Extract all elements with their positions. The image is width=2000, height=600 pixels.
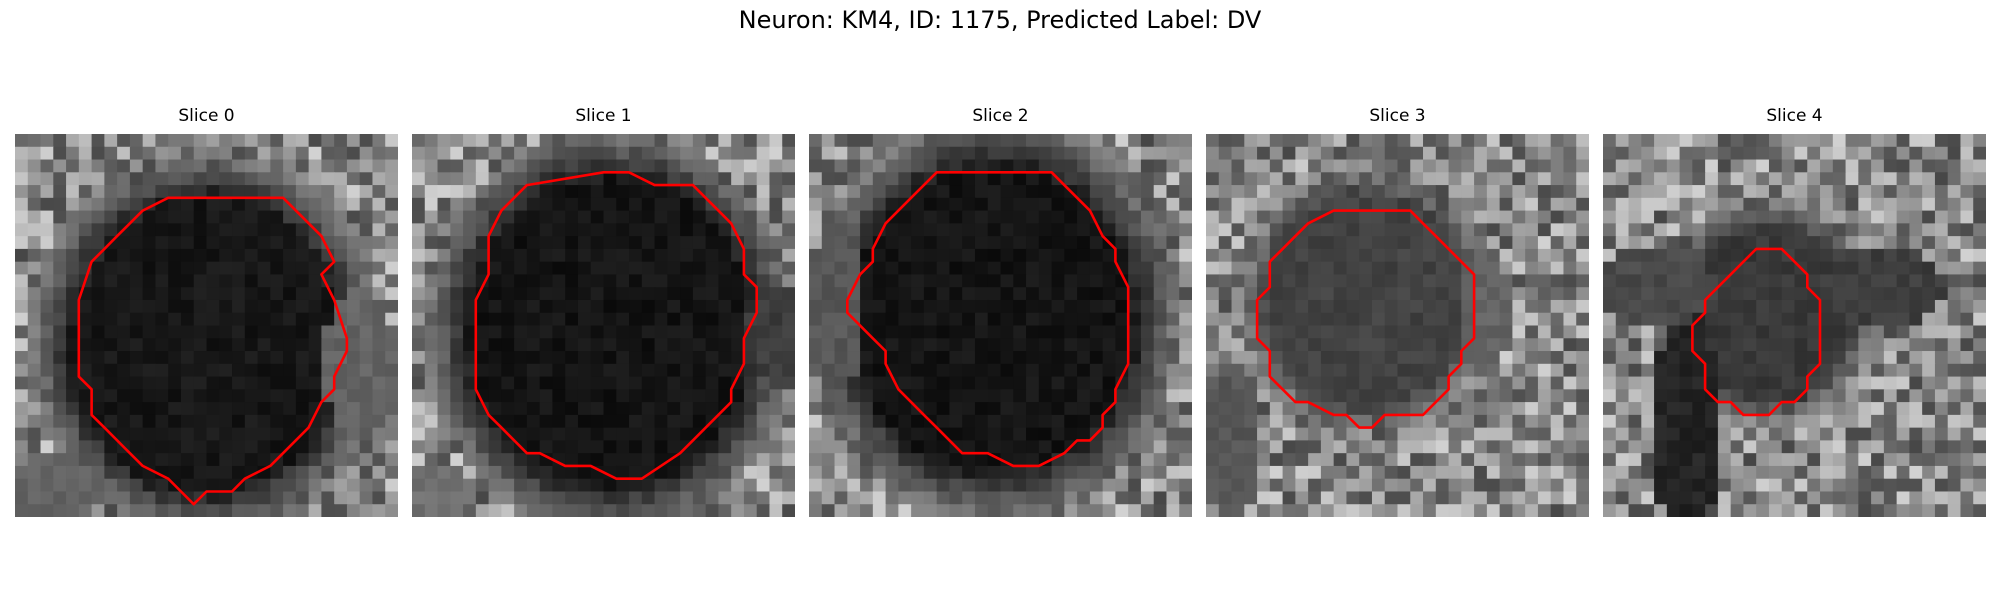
slice-panel-4: Slice 4 — [1603, 106, 1986, 526]
slice-image — [809, 134, 1192, 517]
segmentation-contour — [77, 196, 349, 506]
slice-image — [15, 134, 398, 517]
slice-title: Slice 2 — [972, 106, 1029, 126]
slice-panel-1: Slice 1 — [412, 106, 795, 526]
slice-title: Slice 4 — [1766, 106, 1823, 126]
slice-title: Slice 0 — [178, 106, 235, 126]
segmentation-contour — [1255, 209, 1476, 429]
slice-panel-2: Slice 2 — [809, 106, 1192, 526]
slice-title: Slice 1 — [575, 106, 632, 126]
slice-image — [1206, 134, 1589, 517]
segmentation-contour — [845, 170, 1130, 468]
segmentation-contour — [474, 170, 759, 481]
slice-title: Slice 3 — [1369, 106, 1426, 126]
slice-image — [1603, 134, 1986, 517]
slice-image — [412, 134, 795, 517]
slice-panel-0: Slice 0 — [15, 106, 398, 526]
slice-panel-3: Slice 3 — [1206, 106, 1589, 526]
figure-title: Neuron: KM4, ID: 1175, Predicted Label: … — [738, 6, 1262, 34]
segmentation-contour — [1691, 247, 1822, 417]
